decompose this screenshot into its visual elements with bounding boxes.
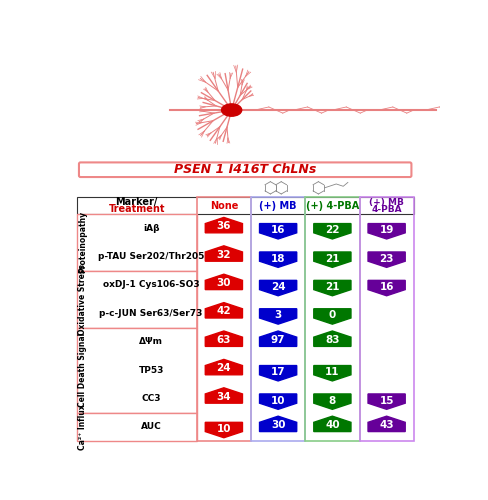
Polygon shape <box>313 309 350 324</box>
Text: (+) MB: (+) MB <box>259 200 296 210</box>
Text: (+) MB: (+) MB <box>368 198 403 207</box>
Text: 63: 63 <box>216 334 231 344</box>
Polygon shape <box>259 394 296 409</box>
Text: 24: 24 <box>270 282 285 292</box>
Text: Marker/: Marker/ <box>115 198 158 207</box>
Text: 11: 11 <box>325 367 339 377</box>
Polygon shape <box>313 366 350 381</box>
FancyBboxPatch shape <box>79 162 410 177</box>
Text: 40: 40 <box>325 420 339 430</box>
Polygon shape <box>259 280 296 296</box>
Text: 97: 97 <box>270 334 285 344</box>
Ellipse shape <box>221 104 241 116</box>
Text: PSEN 1 I416T ChLNs: PSEN 1 I416T ChLNs <box>174 163 316 176</box>
Text: 36: 36 <box>216 221 231 231</box>
Polygon shape <box>205 274 242 289</box>
Text: TP53: TP53 <box>138 366 163 374</box>
Text: 4-PBA: 4-PBA <box>370 205 401 214</box>
Text: 15: 15 <box>379 396 393 406</box>
Text: 10: 10 <box>270 396 285 406</box>
Text: 8: 8 <box>328 396 335 406</box>
Polygon shape <box>367 280 405 296</box>
Text: 32: 32 <box>216 250 231 260</box>
Text: Treatment: Treatment <box>108 204 164 214</box>
Text: 16: 16 <box>270 226 285 235</box>
Polygon shape <box>205 360 242 375</box>
Text: 0: 0 <box>328 310 335 320</box>
Text: oxDJ-1 Cys106-SO3: oxDJ-1 Cys106-SO3 <box>102 280 199 289</box>
Polygon shape <box>259 416 296 432</box>
Polygon shape <box>313 252 350 268</box>
Polygon shape <box>367 416 405 432</box>
Polygon shape <box>313 394 350 409</box>
Text: 10: 10 <box>216 424 231 434</box>
Bar <box>77 413 196 441</box>
Polygon shape <box>367 394 405 409</box>
Polygon shape <box>205 422 242 438</box>
Polygon shape <box>205 218 242 233</box>
Bar <box>250 197 305 441</box>
Text: CC3: CC3 <box>141 394 161 403</box>
Text: 42: 42 <box>216 306 231 316</box>
Text: 19: 19 <box>379 226 393 235</box>
Text: ΔΨm: ΔΨm <box>139 338 163 346</box>
Text: 83: 83 <box>325 334 339 344</box>
Text: p-TAU Ser202/Thr205: p-TAU Ser202/Thr205 <box>98 252 204 261</box>
Bar <box>359 197 413 441</box>
Text: Oxidative Stress: Oxidative Stress <box>78 264 87 334</box>
Text: (+) 4-PBA: (+) 4-PBA <box>305 200 358 210</box>
Polygon shape <box>205 246 242 261</box>
Polygon shape <box>205 302 242 318</box>
Text: AUC: AUC <box>141 422 161 432</box>
Text: Proteinopathy: Proteinopathy <box>78 212 87 274</box>
Polygon shape <box>367 224 405 239</box>
Polygon shape <box>205 331 242 346</box>
Text: 23: 23 <box>379 254 393 264</box>
Text: 17: 17 <box>270 367 285 377</box>
Polygon shape <box>259 309 296 324</box>
Text: iAβ: iAβ <box>142 224 159 232</box>
Bar <box>77 214 196 271</box>
Text: 18: 18 <box>270 254 285 264</box>
Text: Ca²⁺ Influx: Ca²⁺ Influx <box>78 404 87 450</box>
Bar <box>305 197 359 441</box>
Bar <box>77 328 196 413</box>
Text: 16: 16 <box>379 282 393 292</box>
Polygon shape <box>313 416 350 432</box>
Text: 3: 3 <box>274 310 281 320</box>
Polygon shape <box>259 366 296 381</box>
Bar <box>77 197 413 214</box>
Polygon shape <box>313 224 350 239</box>
Polygon shape <box>313 280 350 296</box>
Text: 30: 30 <box>216 278 231 288</box>
Text: 43: 43 <box>379 420 393 430</box>
Polygon shape <box>205 388 242 403</box>
Text: Cell Death Signal: Cell Death Signal <box>78 333 87 407</box>
Text: 34: 34 <box>216 392 231 402</box>
Bar <box>77 271 196 328</box>
Text: None: None <box>209 200 238 210</box>
Bar <box>196 197 250 441</box>
Text: 24: 24 <box>216 363 231 373</box>
Text: p-c-JUN Ser63/Ser73: p-c-JUN Ser63/Ser73 <box>99 309 203 318</box>
Text: 22: 22 <box>325 226 339 235</box>
Polygon shape <box>259 331 296 346</box>
Text: 21: 21 <box>325 282 339 292</box>
Polygon shape <box>367 252 405 268</box>
Polygon shape <box>259 224 296 239</box>
Text: 30: 30 <box>270 420 285 430</box>
Text: 21: 21 <box>325 254 339 264</box>
Polygon shape <box>259 252 296 268</box>
Polygon shape <box>313 331 350 346</box>
